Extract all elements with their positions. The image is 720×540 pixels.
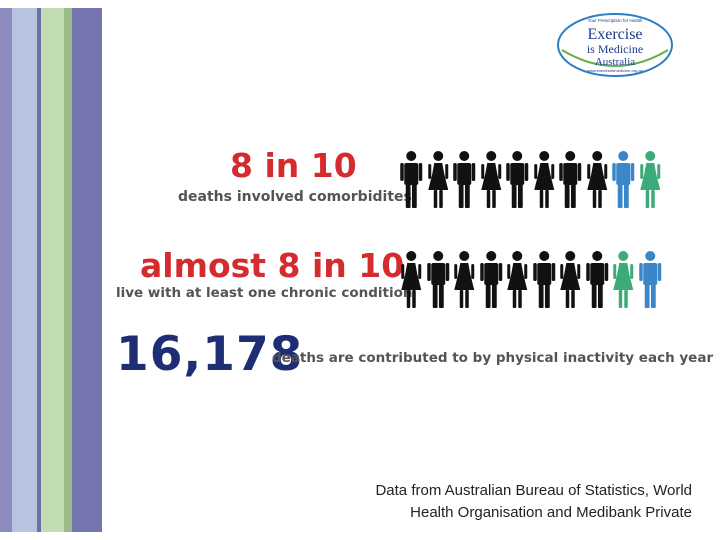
male-figure-icon	[426, 251, 449, 308]
exercise-is-medicine-logo: Your Prescription for Health Exercise is…	[556, 12, 674, 78]
logo-url: www.exerciseismedicine.org.au	[587, 68, 643, 73]
logo-tagline: Your Prescription for Health	[588, 18, 643, 23]
stat-2-caption: live with at least one chronic condition	[116, 285, 413, 301]
stat-2-headline: almost 8 in 10	[140, 246, 405, 285]
female-figure-icon	[586, 151, 607, 208]
female-figure-icon	[613, 251, 634, 308]
male-figure-icon	[559, 151, 582, 208]
logo-line2: is Medicine	[587, 42, 643, 56]
logo-line1: Exercise	[587, 26, 642, 43]
male-figure-icon	[638, 251, 661, 308]
male-figure-icon	[479, 251, 502, 308]
source-note: Data from Australian Bureau of Statistic…	[330, 480, 692, 524]
stat-1-people	[398, 150, 663, 210]
inactivity-number: 16,178	[116, 327, 304, 382]
female-figure-icon	[427, 151, 448, 208]
logo-line3: Australia	[595, 56, 635, 68]
inactivity-caption: deaths are contributed to by physical in…	[272, 350, 714, 366]
stripe-1	[0, 8, 12, 532]
decorative-stripes	[0, 8, 102, 532]
stat-1-headline: 8 in 10	[230, 146, 357, 185]
female-figure-icon	[560, 251, 581, 308]
source-line-1: Data from Australian Bureau of Statistic…	[375, 482, 692, 499]
female-figure-icon	[639, 151, 660, 208]
female-figure-icon	[533, 151, 554, 208]
stripe-4	[41, 8, 64, 532]
stripe-3	[37, 8, 41, 532]
female-figure-icon	[507, 251, 528, 308]
male-figure-icon	[532, 251, 555, 308]
male-figure-icon	[612, 151, 635, 208]
female-figure-icon	[480, 151, 501, 208]
stripe-6	[72, 8, 102, 532]
stat-2-people	[398, 250, 663, 310]
stripe-5	[64, 8, 72, 532]
stat-1-caption: deaths involved comorbidites	[178, 189, 412, 205]
female-figure-icon	[454, 251, 475, 308]
male-figure-icon	[506, 151, 529, 208]
male-figure-icon	[453, 151, 476, 208]
male-figure-icon	[585, 251, 608, 308]
source-line-2: Health Organisation and Medibank Private	[410, 504, 692, 521]
male-figure-icon	[400, 151, 423, 208]
female-figure-icon	[401, 251, 422, 308]
stripe-2	[12, 8, 37, 532]
